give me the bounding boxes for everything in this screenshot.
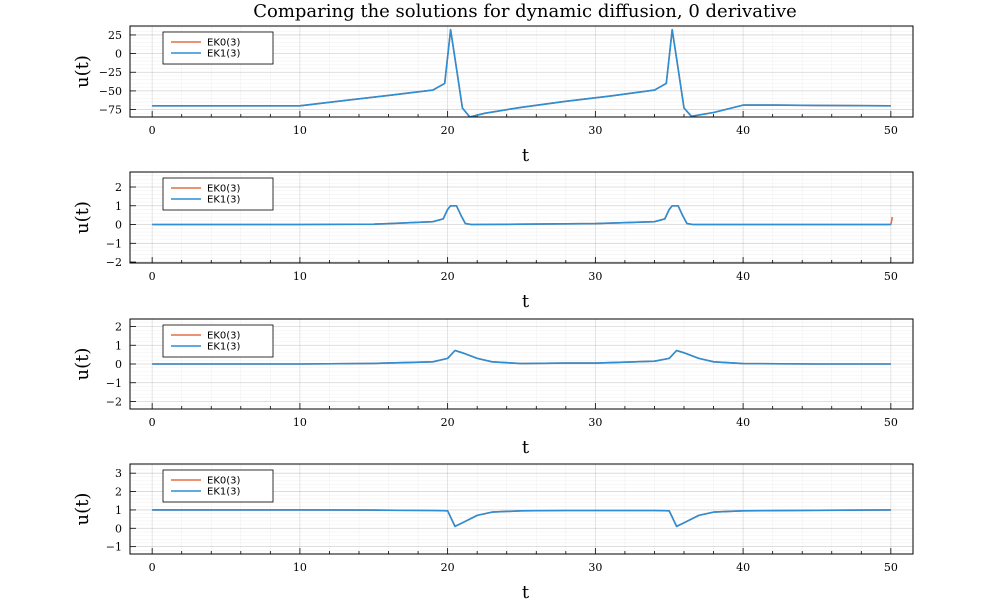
legend-box: [162, 31, 274, 65]
x-tick-label: 10: [293, 416, 307, 429]
legend-entry: EK0(3): [207, 331, 241, 342]
y-tick-label: 2: [115, 181, 122, 194]
x-tick-label: 30: [588, 561, 602, 574]
x-tick-label: 20: [441, 416, 455, 429]
x-tick-label: 0: [149, 270, 156, 283]
x-tick-label: 50: [884, 124, 898, 137]
x-tick-label: 30: [588, 270, 602, 283]
y-tick-label: 1: [115, 339, 122, 352]
x-tick-label: 30: [588, 124, 602, 137]
series-line-EK1(3): [152, 509, 891, 528]
x-tick-label: 10: [293, 270, 307, 283]
x-tick-label: 50: [884, 270, 898, 283]
legend-entry: EK0(3): [207, 184, 241, 195]
x-tick-label: 40: [736, 561, 750, 574]
legend: EK0(3)EK1(3): [162, 469, 274, 503]
legend-box: [162, 177, 274, 211]
x-tick-label: 0: [149, 124, 156, 137]
plot-frame: [129, 171, 914, 264]
x-tick-label: 20: [441, 561, 455, 574]
y-tick-label: 1: [115, 200, 122, 213]
legend-entry: EK0(3): [207, 476, 241, 487]
y-tick-label: 1: [115, 504, 122, 517]
y-tick-label: 0: [115, 358, 122, 371]
x-tick-label: 10: [293, 561, 307, 574]
y-tick-label: −50: [99, 85, 122, 98]
legend-box: [162, 324, 274, 358]
y-tick-label: −25: [99, 66, 122, 79]
x-tick-label: 20: [441, 124, 455, 137]
x-axis-label: t: [522, 291, 530, 312]
x-axis-label: t: [522, 437, 530, 458]
subplot-1: 0 10 20 30 40 50 25 0 −25 −50 −75 t u(t) EK0(3)EK1(3): [72, 25, 914, 166]
legend-entry: EK1(3): [207, 342, 241, 353]
y-axis-label: u(t): [72, 55, 93, 88]
x-tick-label: 20: [441, 270, 455, 283]
y-tick-label: −1: [106, 377, 122, 390]
x-tick-label: 0: [149, 416, 156, 429]
legend-entry: EK1(3): [207, 49, 241, 60]
x-tick-label: 40: [736, 416, 750, 429]
x-tick-label: 10: [293, 124, 307, 137]
legend-entry: EK0(3): [207, 38, 241, 49]
chart-title: Comparing the solutions for dynamic diff…: [253, 1, 797, 22]
x-tick-label: 0: [149, 561, 156, 574]
y-axis-label: u(t): [72, 493, 93, 526]
y-tick-label: 0: [115, 48, 122, 61]
series-line-EK0(3): [152, 509, 891, 528]
y-tick-label: −75: [99, 104, 122, 117]
y-tick-label: −1: [106, 237, 122, 250]
x-tick-label: 50: [884, 561, 898, 574]
y-tick-label: 2: [115, 321, 122, 334]
y-tick-label: −2: [106, 396, 122, 409]
y-tick-label: 3: [115, 467, 122, 480]
x-tick-label: 40: [736, 124, 750, 137]
x-axis-label: t: [522, 582, 530, 600]
subplot-stack: 0 10 20 30 40 50250−25−50−75tu(t)EK0(3)EK1(3)…: [72, 25, 914, 600]
y-tick-label: −2: [106, 256, 122, 269]
series-line-EK1(3): [152, 349, 891, 365]
legend: EK0(3)EK1(3): [162, 324, 274, 358]
plot-frame: [129, 463, 914, 555]
x-axis-label: t: [522, 145, 530, 166]
y-tick-label: 2: [115, 486, 122, 499]
y-axis-label: u(t): [72, 348, 93, 381]
series-line-EK1(3): [152, 205, 891, 226]
plot-frame: [129, 318, 914, 410]
y-tick-label: 0: [115, 522, 122, 535]
y-tick-label: −1: [106, 541, 122, 554]
plot-frame: [129, 25, 914, 118]
y-axis-label: u(t): [72, 201, 93, 234]
y-tick-label: 0: [115, 219, 122, 232]
legend-entry: EK1(3): [207, 195, 241, 206]
legend-box: [162, 469, 274, 503]
x-tick-label: 50: [884, 416, 898, 429]
legend: EK0(3)EK1(3): [162, 31, 274, 65]
x-tick-label: 40: [736, 270, 750, 283]
legend: EK0(3)EK1(3): [162, 177, 274, 211]
x-tick-label: 30: [588, 416, 602, 429]
y-tick-label: 25: [108, 29, 122, 42]
legend-entry: EK1(3): [207, 487, 241, 498]
series-line-EK1(3): [152, 28, 891, 117]
